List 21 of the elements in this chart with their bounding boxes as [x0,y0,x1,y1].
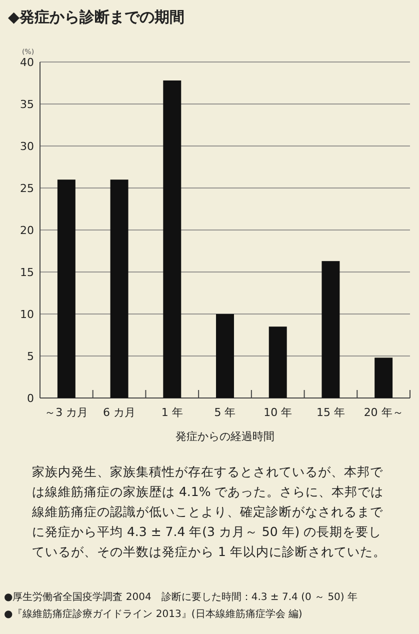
x-axis-title: 発症からの経過時間 [176,430,274,443]
x-tick-label: 10 年 [264,406,292,419]
y-tick-label: 20 [20,224,34,237]
y-tick-label: 10 [20,308,34,321]
annotation: ●『線維筋痛症診療ガイドライン 2013』(日本線維筋痛症学会 編) [4,608,304,621]
x-tick-label: 20 年～ [364,406,404,419]
y-tick-label: 15 [20,266,34,279]
x-tick-label: 6 カ月 [103,406,136,419]
y-tick-label: 25 [20,182,34,195]
y-tick-label: 35 [20,98,34,111]
x-tick-label: ～3 カ月 [44,406,88,419]
y-tick-label: 30 [20,140,34,153]
x-tick-label: 5 年 [214,406,236,419]
y-tick-label: 40 [20,56,34,69]
title: ◆発症から診断までの期間 [8,8,185,27]
y-tick-label: 5 [27,350,34,363]
annotation: ●厚生労働省全国疫学調査 2004 診断に要した時間：4.3 ± 7.4 (0 ～ 50) 年 [4,590,359,604]
x-tick-label: 1 年 [161,406,183,419]
annotation: 家族内発生、家族集積性が存在するとされているが、本邦では線維筋痛症の家族歴は 4.1% であった。さらに、本邦では線維筋痛症の認識が低いことより、確定診断がなされるまでに発症から平均 4.3 ± 7.4 年(3 カ月～ 50 年) の長期を要しているが、その半数は発症から 1 年以内に診断されていた。 [32,463,387,561]
x-tick-label: 15 年 [316,406,345,419]
y-tick-label: 0 [27,392,34,405]
